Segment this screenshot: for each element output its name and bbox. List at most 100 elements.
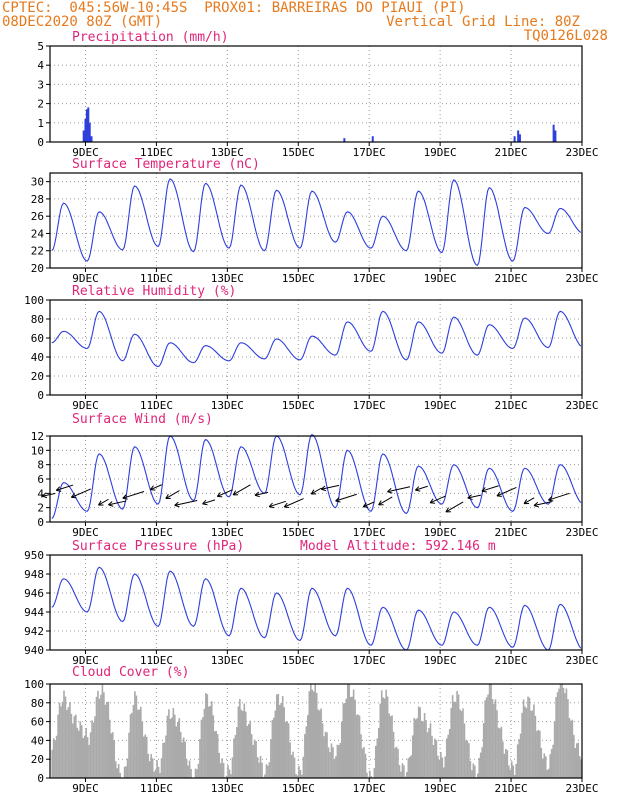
cloud-bar <box>407 758 410 778</box>
precip-bar <box>554 130 557 142</box>
cloud-bar <box>197 763 200 778</box>
cloud-bar <box>256 757 259 778</box>
y-tick-label: 26 <box>31 210 44 223</box>
cloud-bar <box>110 733 113 778</box>
cloud-bar <box>250 734 253 778</box>
cloud-bar <box>539 730 541 778</box>
cloud-bar <box>345 698 348 778</box>
panel-title: Surface Wind (m/s) <box>72 412 213 427</box>
cloud-bar <box>431 735 433 778</box>
cloud-bar <box>100 694 102 778</box>
y-tick-label: 10 <box>31 444 44 457</box>
cloud-bar <box>401 763 404 778</box>
cloud-bar <box>298 765 300 778</box>
cloud-bar <box>109 719 111 778</box>
y-tick-label: 946 <box>24 587 44 600</box>
cloud-bar <box>438 759 441 778</box>
cloud-bar <box>550 749 553 778</box>
cloud-bar <box>293 757 296 778</box>
cloud-bar <box>382 697 384 778</box>
y-tick-label: 24 <box>31 227 45 240</box>
cloud-bar <box>541 758 544 778</box>
cloud-bar <box>302 756 305 778</box>
cloud-bar <box>60 706 62 778</box>
series-line <box>51 566 582 651</box>
cloud-bar <box>375 745 377 778</box>
y-tick-label: 1 <box>37 117 44 130</box>
cloud-bar <box>423 712 426 778</box>
cloud-bar <box>275 694 278 778</box>
cloud-bar <box>131 712 133 778</box>
y-tick-label: 0 <box>37 389 44 402</box>
cloud-bar <box>348 684 351 778</box>
cloud-bar <box>429 723 432 778</box>
y-tick-label: 942 <box>24 625 44 638</box>
panel-title: Relative Humidity (%) <box>72 284 236 299</box>
wind-arrow <box>523 497 535 505</box>
precip-bar <box>343 138 346 142</box>
cloud-bar <box>79 721 82 778</box>
cloud-bar <box>128 732 130 778</box>
cloud-bar <box>506 750 509 778</box>
cloud-bar <box>388 713 390 778</box>
cloud-bar <box>304 734 306 778</box>
wind-arrow-head <box>335 497 341 503</box>
cloud-bar <box>240 709 243 778</box>
panel-frame <box>49 435 583 523</box>
wind-arrow-head <box>378 500 384 506</box>
panel-title: Surface Pressure (hPa) <box>72 539 244 554</box>
cloud-bar <box>343 703 346 778</box>
cloud-bar <box>406 772 408 778</box>
cloud-bar <box>107 701 110 778</box>
cloud-bar <box>476 773 479 778</box>
cloud-bar <box>543 753 546 778</box>
cloud-bar <box>574 748 577 778</box>
cloud-bar <box>389 716 392 778</box>
cloud-bar <box>237 706 240 778</box>
x-tick-label: 13DEC <box>211 146 244 159</box>
cloud-bar <box>462 708 464 778</box>
cloud-bar <box>101 684 104 778</box>
cloud-bar <box>311 689 314 778</box>
panel-title: Surface Temperature (nC) <box>72 157 260 172</box>
cloud-bar <box>185 759 188 778</box>
cloud-bar <box>494 699 497 778</box>
x-tick-label: 23DEC <box>565 399 598 412</box>
cloud-bar <box>157 766 160 778</box>
cloud-bar <box>174 714 176 778</box>
cloud-bar <box>561 684 563 778</box>
wind-arrow-head <box>320 485 327 492</box>
cloud-bar <box>314 684 317 778</box>
cloud-bar <box>509 769 512 778</box>
cloud-bar <box>499 728 501 778</box>
y-tick-label: 20 <box>31 262 44 275</box>
panel-title: Precipitation (mm/h) <box>72 30 229 45</box>
cloud-bar <box>426 732 429 778</box>
cloud-bar <box>98 698 101 778</box>
x-tick-label: 15DEC <box>282 526 315 539</box>
x-tick-label: 15DEC <box>282 782 315 795</box>
cloud-bar <box>231 757 234 778</box>
cloud-bar <box>113 740 116 778</box>
cloud-bar <box>249 720 251 778</box>
cloud-bar <box>575 743 578 778</box>
cloud-bar <box>578 756 581 778</box>
cloud-bar <box>312 691 315 778</box>
wind-arrow-head <box>108 501 114 507</box>
cloud-bar <box>175 726 178 778</box>
y-tick-label: 0 <box>37 136 44 149</box>
cloud-bar <box>513 775 516 778</box>
cloud-bar <box>244 711 247 778</box>
cloud-bar <box>259 755 262 778</box>
cloud-bar <box>239 698 241 778</box>
x-tick-label: 23DEC <box>565 782 598 795</box>
cloud-bar <box>210 701 213 778</box>
cloud-bar <box>435 740 438 778</box>
cloud-bar <box>209 705 212 778</box>
cloud-bar <box>440 751 442 778</box>
x-tick-label: 11DEC <box>140 399 173 412</box>
cloud-bar <box>134 691 136 778</box>
cloud-bar <box>277 693 280 778</box>
cloud-bar <box>413 718 416 778</box>
y-tick-label: 948 <box>24 568 44 581</box>
